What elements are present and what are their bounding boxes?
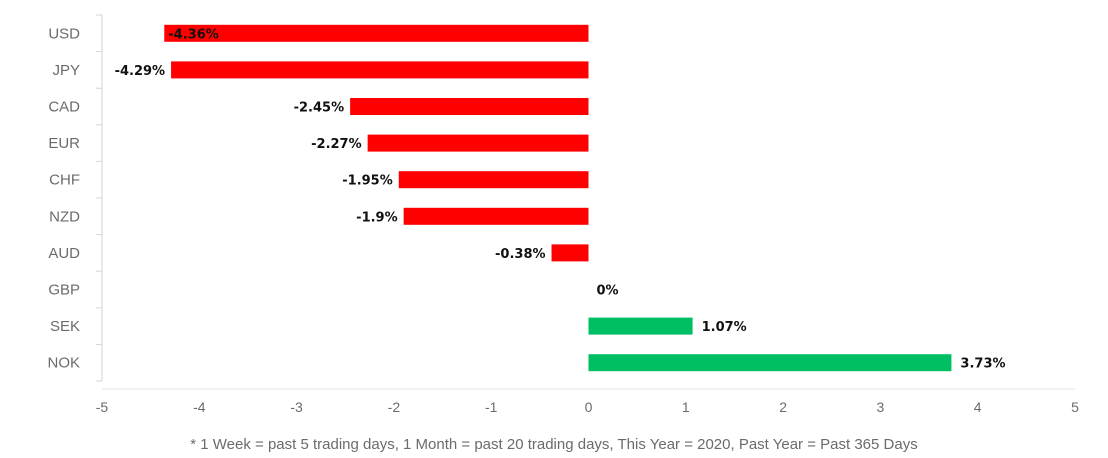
bar <box>588 354 952 372</box>
x-tick-label: -1 <box>485 399 498 415</box>
x-tick-label: 5 <box>1071 399 1079 415</box>
x-tick-label: -5 <box>96 399 109 415</box>
category-label: EUR <box>48 135 80 152</box>
category-label: NOK <box>47 355 80 372</box>
x-tick-label: 3 <box>877 399 885 415</box>
value-label: 1.07% <box>702 320 747 335</box>
x-tick-label: -4 <box>193 399 206 415</box>
bar-chart: -5 -4 -3 -2 -1 0 1 2 3 4 5 USD -4.36% JPY -4.29% CAD -2.… <box>47 14 1079 415</box>
bar <box>164 24 589 42</box>
value-label: 3.73% <box>960 357 1005 372</box>
bar <box>171 61 589 79</box>
category-label: CAD <box>48 99 80 116</box>
x-tick-label: -3 <box>290 399 303 415</box>
category-label: USD <box>48 25 80 42</box>
bar <box>551 244 589 262</box>
value-label: -4.29% <box>115 64 166 79</box>
bar <box>398 171 589 189</box>
value-label: -1.95% <box>342 174 393 189</box>
bar <box>588 317 693 335</box>
x-tick-label: 2 <box>779 399 787 415</box>
category-label: JPY <box>52 62 80 79</box>
value-label: -0.38% <box>495 247 546 262</box>
category-label: GBP <box>48 282 80 299</box>
value-label: 0% <box>597 284 619 299</box>
value-label: -2.45% <box>294 101 345 116</box>
value-label: -1.9% <box>356 210 397 225</box>
x-tick-label: 0 <box>585 399 593 415</box>
category-label: NZD <box>49 208 80 225</box>
value-label: -4.36% <box>168 27 219 42</box>
bar <box>403 207 589 225</box>
category-label: AUD <box>48 245 80 262</box>
value-label: -2.27% <box>311 137 362 152</box>
x-tick-label: 1 <box>682 399 690 415</box>
bar <box>367 134 589 152</box>
category-label: CHF <box>49 172 80 189</box>
bar <box>350 98 589 115</box>
x-tick-label: -2 <box>388 399 401 415</box>
category-label: SEK <box>50 318 80 335</box>
x-tick-label: 4 <box>974 399 982 415</box>
footnote: * 1 Week = past 5 trading days, 1 Month … <box>190 436 918 453</box>
chart-area: -5 -4 -3 -2 -1 0 1 2 3 4 5 USD -4.36% JPY -4.29% CAD -2.… <box>47 14 1079 415</box>
